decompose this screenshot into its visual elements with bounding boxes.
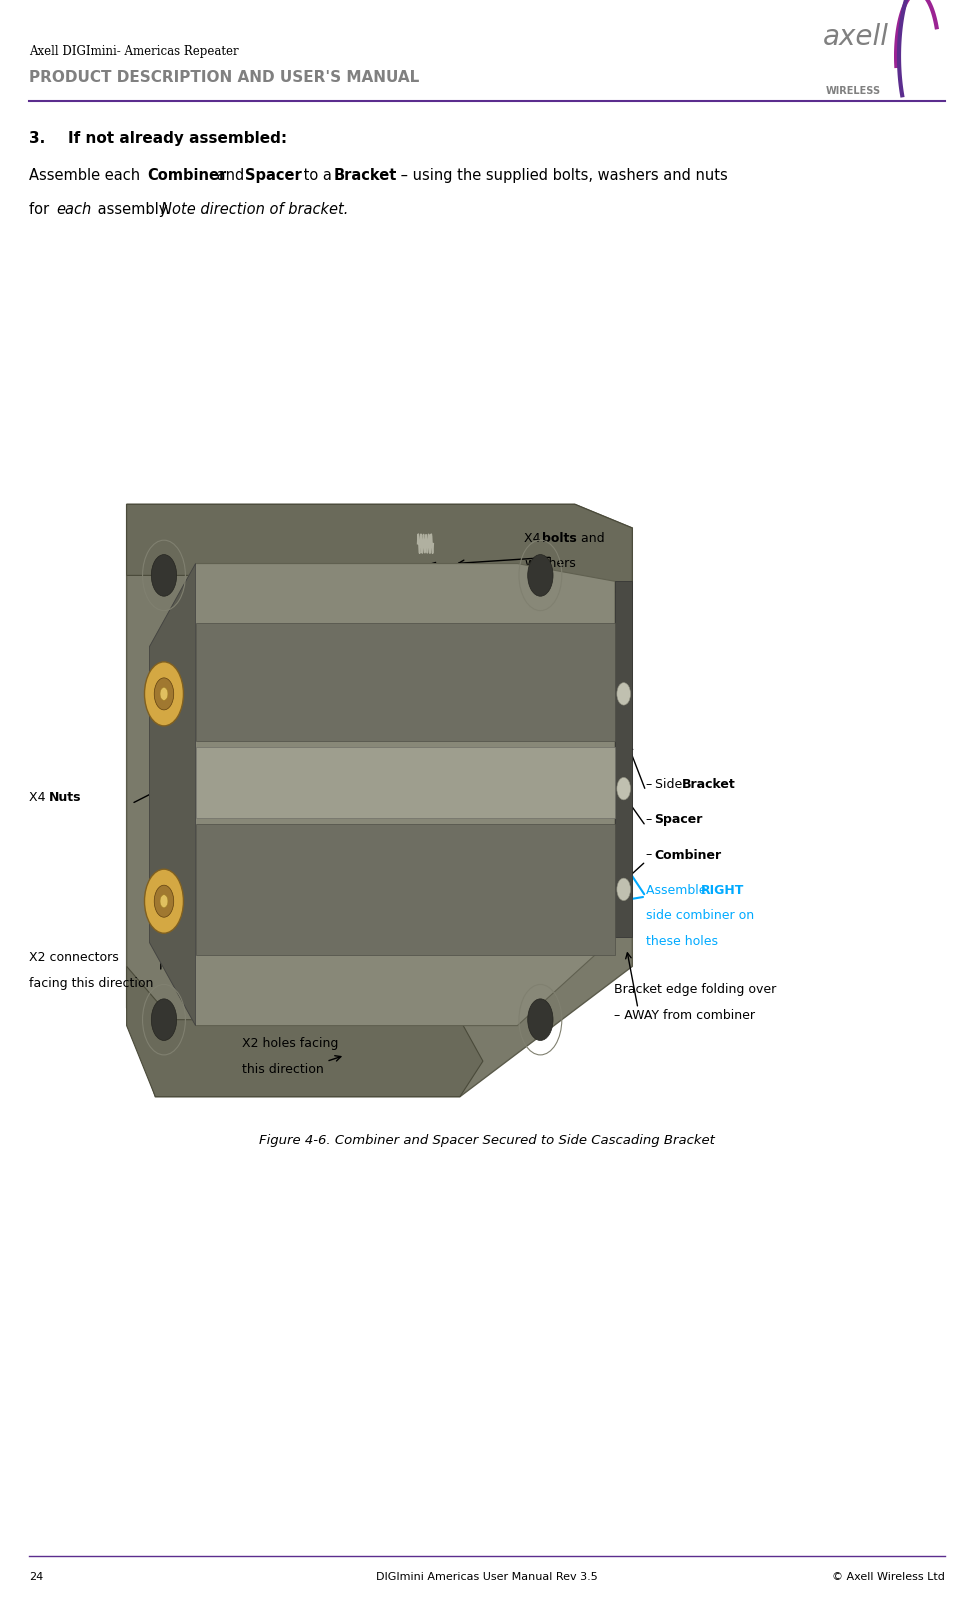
Text: Bracket edge folding over: Bracket edge folding over: [614, 983, 776, 996]
Polygon shape: [150, 564, 616, 1026]
Polygon shape: [127, 504, 632, 1097]
Text: Side: Side: [655, 778, 686, 791]
Text: –: –: [646, 778, 652, 791]
Text: washers: washers: [524, 557, 576, 570]
Circle shape: [528, 554, 553, 596]
Text: 3.: 3.: [29, 131, 46, 146]
Text: Axell DIGImini- Americas Repeater: Axell DIGImini- Americas Repeater: [29, 45, 239, 58]
Text: and: and: [212, 168, 249, 183]
Text: this direction: this direction: [242, 1063, 323, 1076]
Text: – using the supplied bolts, washers and nuts: – using the supplied bolts, washers and …: [396, 168, 729, 183]
Text: Bracket: Bracket: [334, 168, 397, 183]
Circle shape: [151, 554, 176, 596]
Text: Spacer: Spacer: [655, 813, 703, 826]
Text: Spacer: Spacer: [245, 168, 302, 183]
Circle shape: [154, 885, 173, 917]
Text: Assemble each: Assemble each: [29, 168, 145, 183]
Circle shape: [151, 999, 176, 1041]
Text: If not already assembled:: If not already assembled:: [68, 131, 287, 146]
Text: – AWAY from combiner: – AWAY from combiner: [614, 1009, 755, 1021]
Text: side combiner on: side combiner on: [646, 909, 754, 922]
Polygon shape: [616, 581, 632, 937]
Text: Note direction of bracket.: Note direction of bracket.: [161, 202, 348, 216]
Text: Figure 4-6. Combiner and Spacer Secured to Side Cascading Bracket: Figure 4-6. Combiner and Spacer Secured …: [259, 1134, 715, 1146]
Circle shape: [617, 778, 630, 800]
Text: and: and: [577, 532, 604, 544]
Text: DIGImini Americas User Manual Rev 3.5: DIGImini Americas User Manual Rev 3.5: [376, 1572, 598, 1582]
Text: –: –: [646, 849, 652, 861]
Text: X2 holes facing: X2 holes facing: [242, 1037, 338, 1050]
Text: © Axell Wireless Ltd: © Axell Wireless Ltd: [832, 1572, 945, 1582]
Circle shape: [154, 677, 173, 709]
Circle shape: [528, 999, 553, 1041]
Circle shape: [160, 687, 168, 700]
Text: Combiner: Combiner: [147, 168, 226, 183]
Text: RIGHT: RIGHT: [701, 884, 745, 897]
Text: for: for: [29, 202, 54, 216]
Polygon shape: [127, 967, 483, 1097]
Text: facing this direction: facing this direction: [29, 977, 154, 989]
Text: 24: 24: [29, 1572, 44, 1582]
Text: Bracket: Bracket: [682, 778, 735, 791]
Polygon shape: [150, 564, 196, 1026]
Polygon shape: [196, 623, 616, 741]
Text: Assemble: Assemble: [646, 884, 710, 897]
Text: assembly.: assembly.: [93, 202, 174, 216]
Text: to a: to a: [299, 168, 337, 183]
Text: X4: X4: [29, 791, 50, 804]
Text: WIRELESS: WIRELESS: [826, 86, 881, 96]
Polygon shape: [127, 504, 632, 599]
Polygon shape: [196, 748, 616, 818]
Text: X4: X4: [524, 532, 544, 544]
Circle shape: [160, 895, 168, 908]
Text: X2 connectors: X2 connectors: [29, 951, 119, 964]
Text: PRODUCT DESCRIPTION AND USER'S MANUAL: PRODUCT DESCRIPTION AND USER'S MANUAL: [29, 70, 420, 85]
Text: each: each: [56, 202, 92, 216]
Text: Nuts: Nuts: [49, 791, 81, 804]
Text: –: –: [646, 813, 652, 826]
Text: axell: axell: [823, 24, 889, 51]
Text: Combiner: Combiner: [655, 849, 722, 861]
Circle shape: [617, 877, 630, 900]
Polygon shape: [196, 825, 616, 954]
Circle shape: [144, 661, 183, 725]
Text: bolts: bolts: [542, 532, 577, 544]
Text: these holes: these holes: [646, 935, 718, 948]
Circle shape: [144, 869, 183, 933]
Circle shape: [617, 682, 630, 704]
